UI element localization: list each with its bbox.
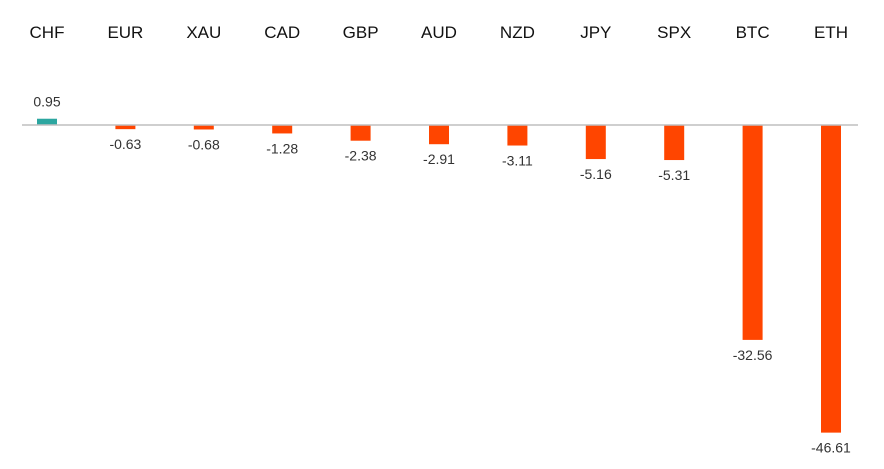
value-label-jpy: -5.16 [580,166,612,182]
category-label-chf: CHF [30,23,65,42]
bar-aud [429,125,449,145]
bar-chf [37,118,57,125]
bar-jpy [585,125,606,160]
value-label-xau: -0.68 [188,136,220,152]
category-label-gbp: GBP [343,23,379,42]
category-label-xau: XAU [186,23,221,42]
value-label-aud: -2.91 [423,151,455,167]
bar-nzd [507,125,528,146]
bar-spx [664,125,685,161]
bar-eth [821,125,841,433]
category-label-btc: BTC [736,23,770,42]
bar-cad [272,125,293,134]
category-label-eur: EUR [107,23,143,42]
value-label-chf: 0.95 [33,94,60,110]
value-label-gbp: -2.38 [345,148,377,164]
category-label-nzd: NZD [500,23,535,42]
category-labels: CHF EUR XAU CAD GBP AUD NZD JPY SPX BTC ETH [30,23,848,42]
value-label-spx: -5.31 [658,167,690,183]
value-label-nzd: -3.11 [502,153,533,169]
value-label-cad: -1.28 [266,140,298,156]
bar-xau [193,125,214,130]
category-label-jpy: JPY [580,23,611,42]
bars [37,118,841,433]
category-label-aud: AUD [421,23,457,42]
value-label-eur: -0.63 [109,136,141,152]
value-label-eth: -46.61 [811,440,851,456]
bar-gbp [350,125,371,141]
value-labels: 0.95 -0.63 -0.68 -1.28 -2.38 -2.91 -3.11 -5.16 -… [33,94,851,456]
category-label-cad: CAD [264,23,300,42]
bar-btc [742,125,763,340]
bar-eur [115,125,136,130]
category-label-spx: SPX [657,23,691,42]
category-label-eth: ETH [814,23,848,42]
value-label-btc: -32.56 [733,347,773,363]
